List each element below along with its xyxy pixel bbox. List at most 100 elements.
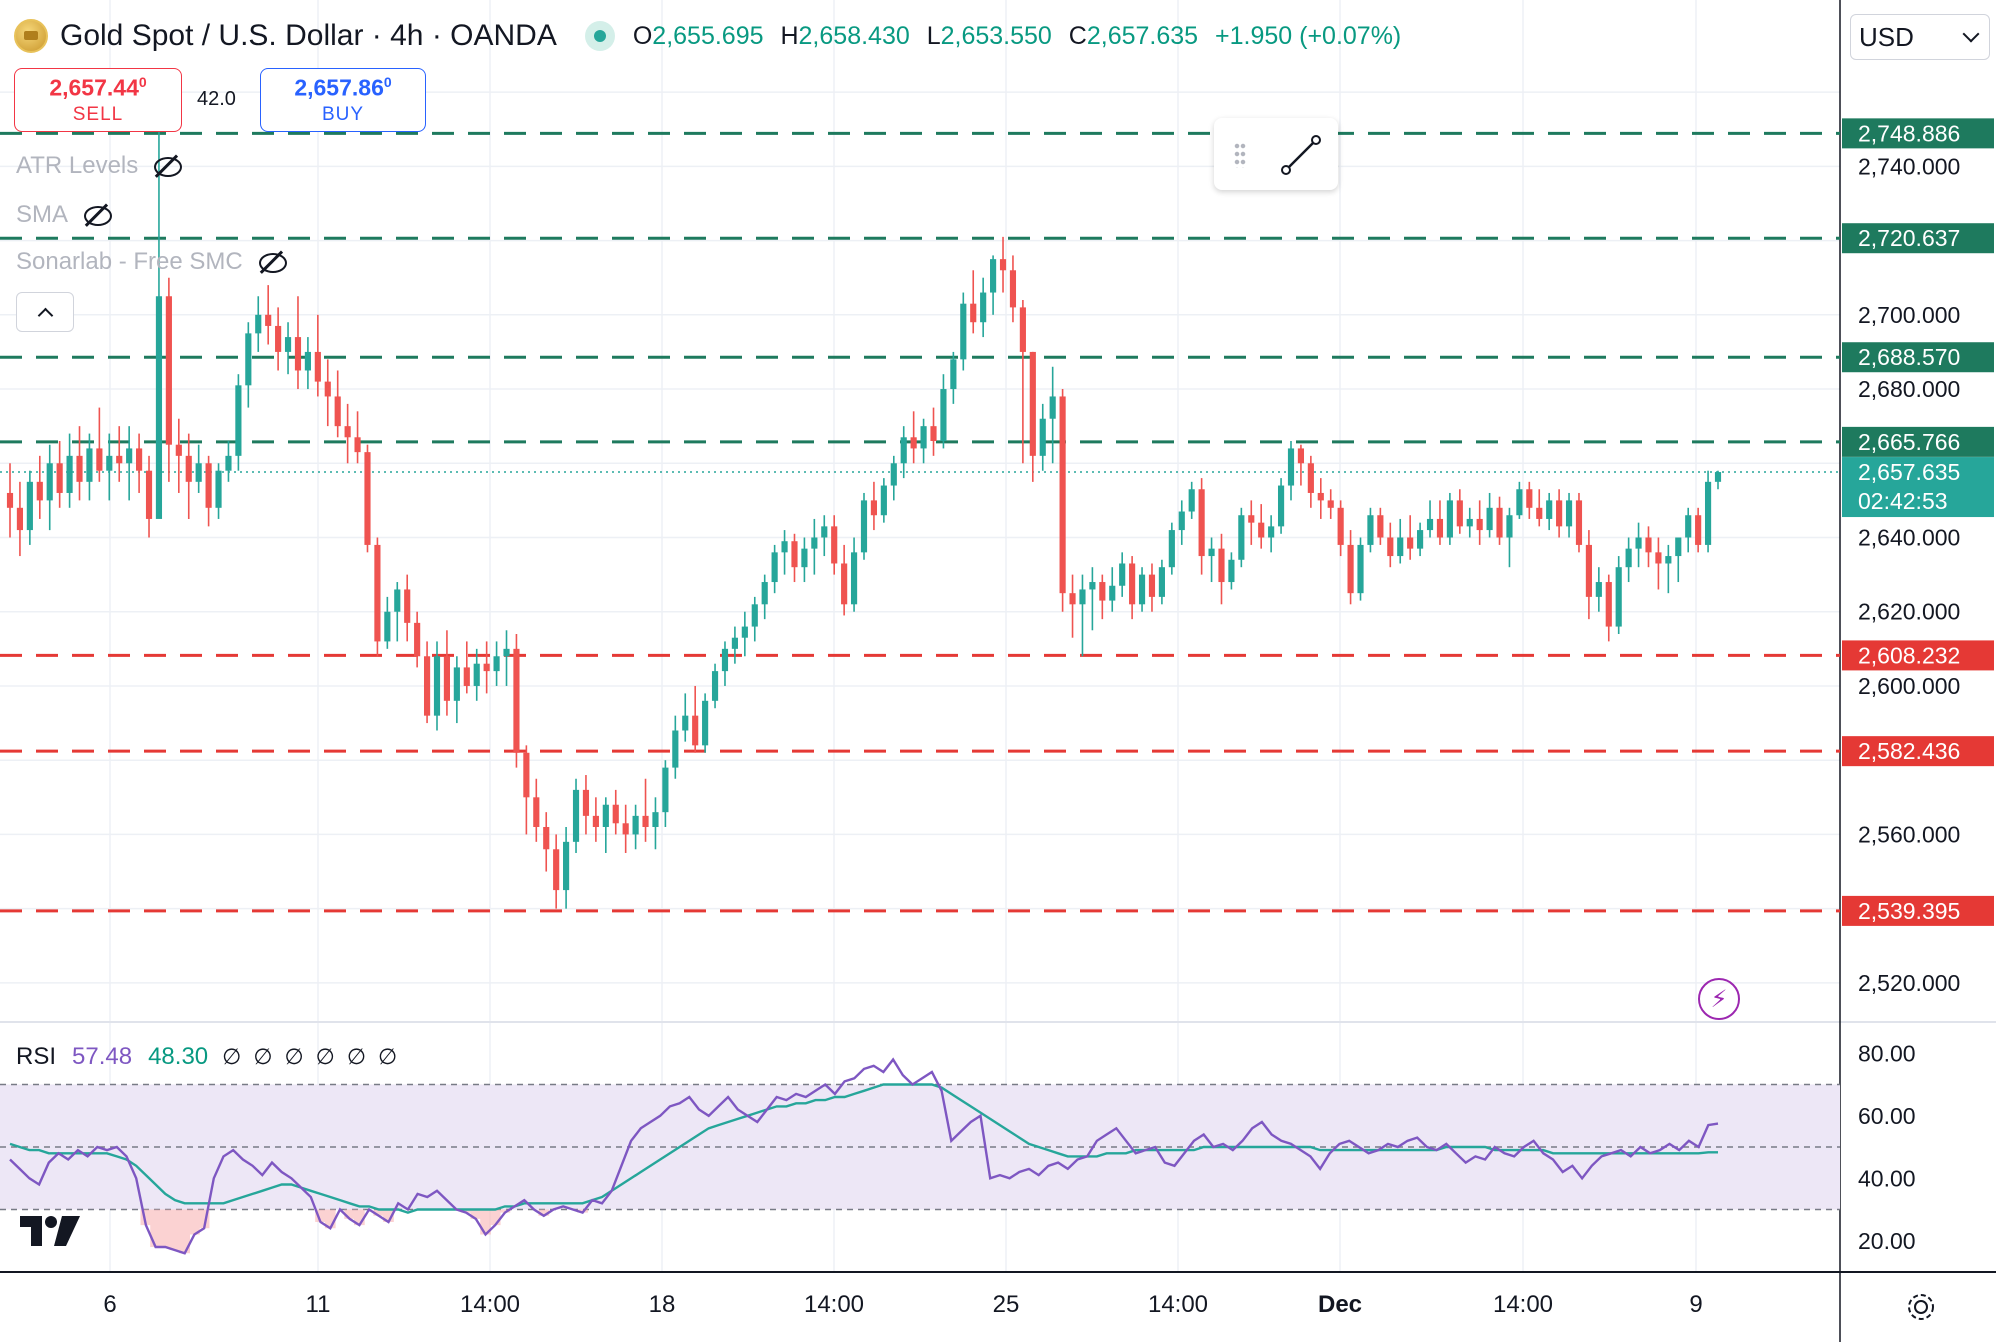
candle-up — [1466, 518, 1473, 527]
candle-up — [1506, 515, 1513, 538]
candle-up — [1039, 418, 1046, 456]
close-value: 2,657.635 — [1086, 21, 1199, 50]
candle-down — [791, 541, 798, 568]
symbol-title[interactable]: Gold Spot / U.S. Dollar · 4h · OANDA — [60, 19, 557, 52]
candle-down — [36, 481, 43, 501]
candle-up — [1049, 396, 1056, 419]
support-level-label: 2,582.436 — [1858, 738, 1960, 764]
candle-up — [731, 637, 738, 649]
candle-up — [741, 626, 748, 638]
time-tick-label: 9 — [1689, 1291, 1702, 1318]
candles — [6, 92, 1722, 909]
rsi-line — [9, 1057, 1719, 1255]
candle-down — [1198, 489, 1205, 557]
indicator-atr-levels[interactable]: ATR Levels — [16, 149, 183, 183]
time-tick-label: 25 — [993, 1291, 1020, 1318]
candle-down — [136, 448, 143, 471]
rsi-tick-label: 80.00 — [1858, 1040, 1916, 1066]
candle-down — [76, 455, 83, 482]
candle-up — [1704, 481, 1712, 545]
candle-up — [1516, 489, 1523, 516]
candle-up — [1625, 548, 1632, 568]
candle-down — [841, 563, 848, 605]
candle-down — [970, 303, 977, 323]
open-value: 2,655.695 — [652, 21, 764, 50]
null-value: ∅ — [253, 1044, 273, 1069]
candle-up — [1119, 563, 1126, 586]
candle-up — [1178, 511, 1185, 531]
candle-down — [582, 789, 590, 816]
candle-up — [126, 448, 133, 464]
candle-down — [1496, 507, 1503, 538]
candle-down — [642, 815, 649, 827]
candle-down — [56, 463, 63, 493]
support-level-tag — [1842, 895, 1994, 926]
buy-label: BUY — [321, 103, 365, 125]
buy-button[interactable]: 2,657.860 BUY — [260, 68, 426, 132]
candle-down — [1307, 463, 1314, 493]
candle-down — [265, 314, 272, 326]
eye-off-icon[interactable] — [82, 204, 113, 226]
rsi-legend[interactable]: RSI 57.48 48.30 ∅ ∅ ∅ ∅ ∅ ∅ — [16, 1040, 409, 1074]
candle-down — [553, 849, 560, 891]
candle-up — [751, 604, 758, 627]
indicator-sma[interactable]: SMA — [16, 198, 113, 232]
candle-up — [563, 841, 570, 891]
eye-off-icon[interactable] — [152, 155, 183, 177]
time-tick-label: Dec — [1318, 1291, 1362, 1318]
candle-down — [414, 622, 421, 657]
sell-button[interactable]: 2,657.440 SELL — [14, 68, 182, 132]
candle-down — [592, 815, 599, 827]
candle-down — [1248, 515, 1255, 523]
rsi-ma-value: 48.30 — [148, 1043, 209, 1070]
candle-up — [1615, 567, 1622, 627]
candle-up — [1685, 515, 1692, 538]
candle-up — [702, 700, 709, 746]
drag-handle-icon[interactable] — [1234, 142, 1246, 168]
candle-up — [1287, 448, 1295, 486]
null-value: ∅ — [315, 1044, 335, 1069]
candle-up — [384, 611, 391, 642]
drawing-toolbar — [1214, 118, 1338, 190]
eye-off-icon[interactable] — [257, 251, 287, 273]
candle-up — [761, 582, 768, 605]
price-tick-label: 2,740.000 — [1858, 153, 1960, 179]
candle-down — [463, 667, 470, 686]
indicator-sonarlab[interactable]: Sonarlab - Free SMC — [16, 245, 287, 279]
price-tick-label: 2,620.000 — [1858, 599, 1960, 625]
candle-up — [801, 548, 808, 568]
candle-up — [255, 314, 262, 334]
rsi-tick-label: 60.00 — [1858, 1103, 1916, 1129]
market-status-icon[interactable] — [584, 21, 615, 51]
candle-down — [275, 325, 282, 352]
candle-up — [1546, 500, 1553, 519]
candle-up — [1089, 582, 1096, 590]
atr-levels — [0, 131, 1840, 913]
gear-icon[interactable] — [1904, 1290, 1938, 1324]
candle-up — [880, 485, 887, 516]
candle-up — [155, 296, 163, 519]
collapse-legend-button[interactable] — [16, 292, 74, 332]
chevron-down-icon — [1962, 25, 1980, 43]
candle-up — [1109, 585, 1116, 601]
candle-up — [1665, 556, 1672, 564]
candle-up — [235, 385, 242, 456]
currency-select[interactable]: USD — [1850, 14, 1990, 60]
candle-up — [394, 589, 401, 612]
rsi-value: 57.48 — [72, 1043, 133, 1070]
candle-up — [1714, 472, 1722, 482]
candle-down — [1536, 507, 1543, 519]
null-value: ∅ — [346, 1044, 366, 1069]
resistance-level-tag — [1842, 118, 1994, 149]
lightning-icon[interactable]: ⚡ — [1698, 978, 1740, 1020]
candle-up — [920, 426, 927, 449]
candle-up — [821, 526, 828, 538]
candle-down — [1129, 563, 1136, 605]
candle-up — [771, 552, 778, 583]
candle-down — [1148, 574, 1156, 597]
tradingview-logo[interactable] — [18, 1214, 82, 1248]
time-tick-label: 11 — [306, 1291, 331, 1318]
trendline-icon[interactable] — [1278, 132, 1324, 178]
